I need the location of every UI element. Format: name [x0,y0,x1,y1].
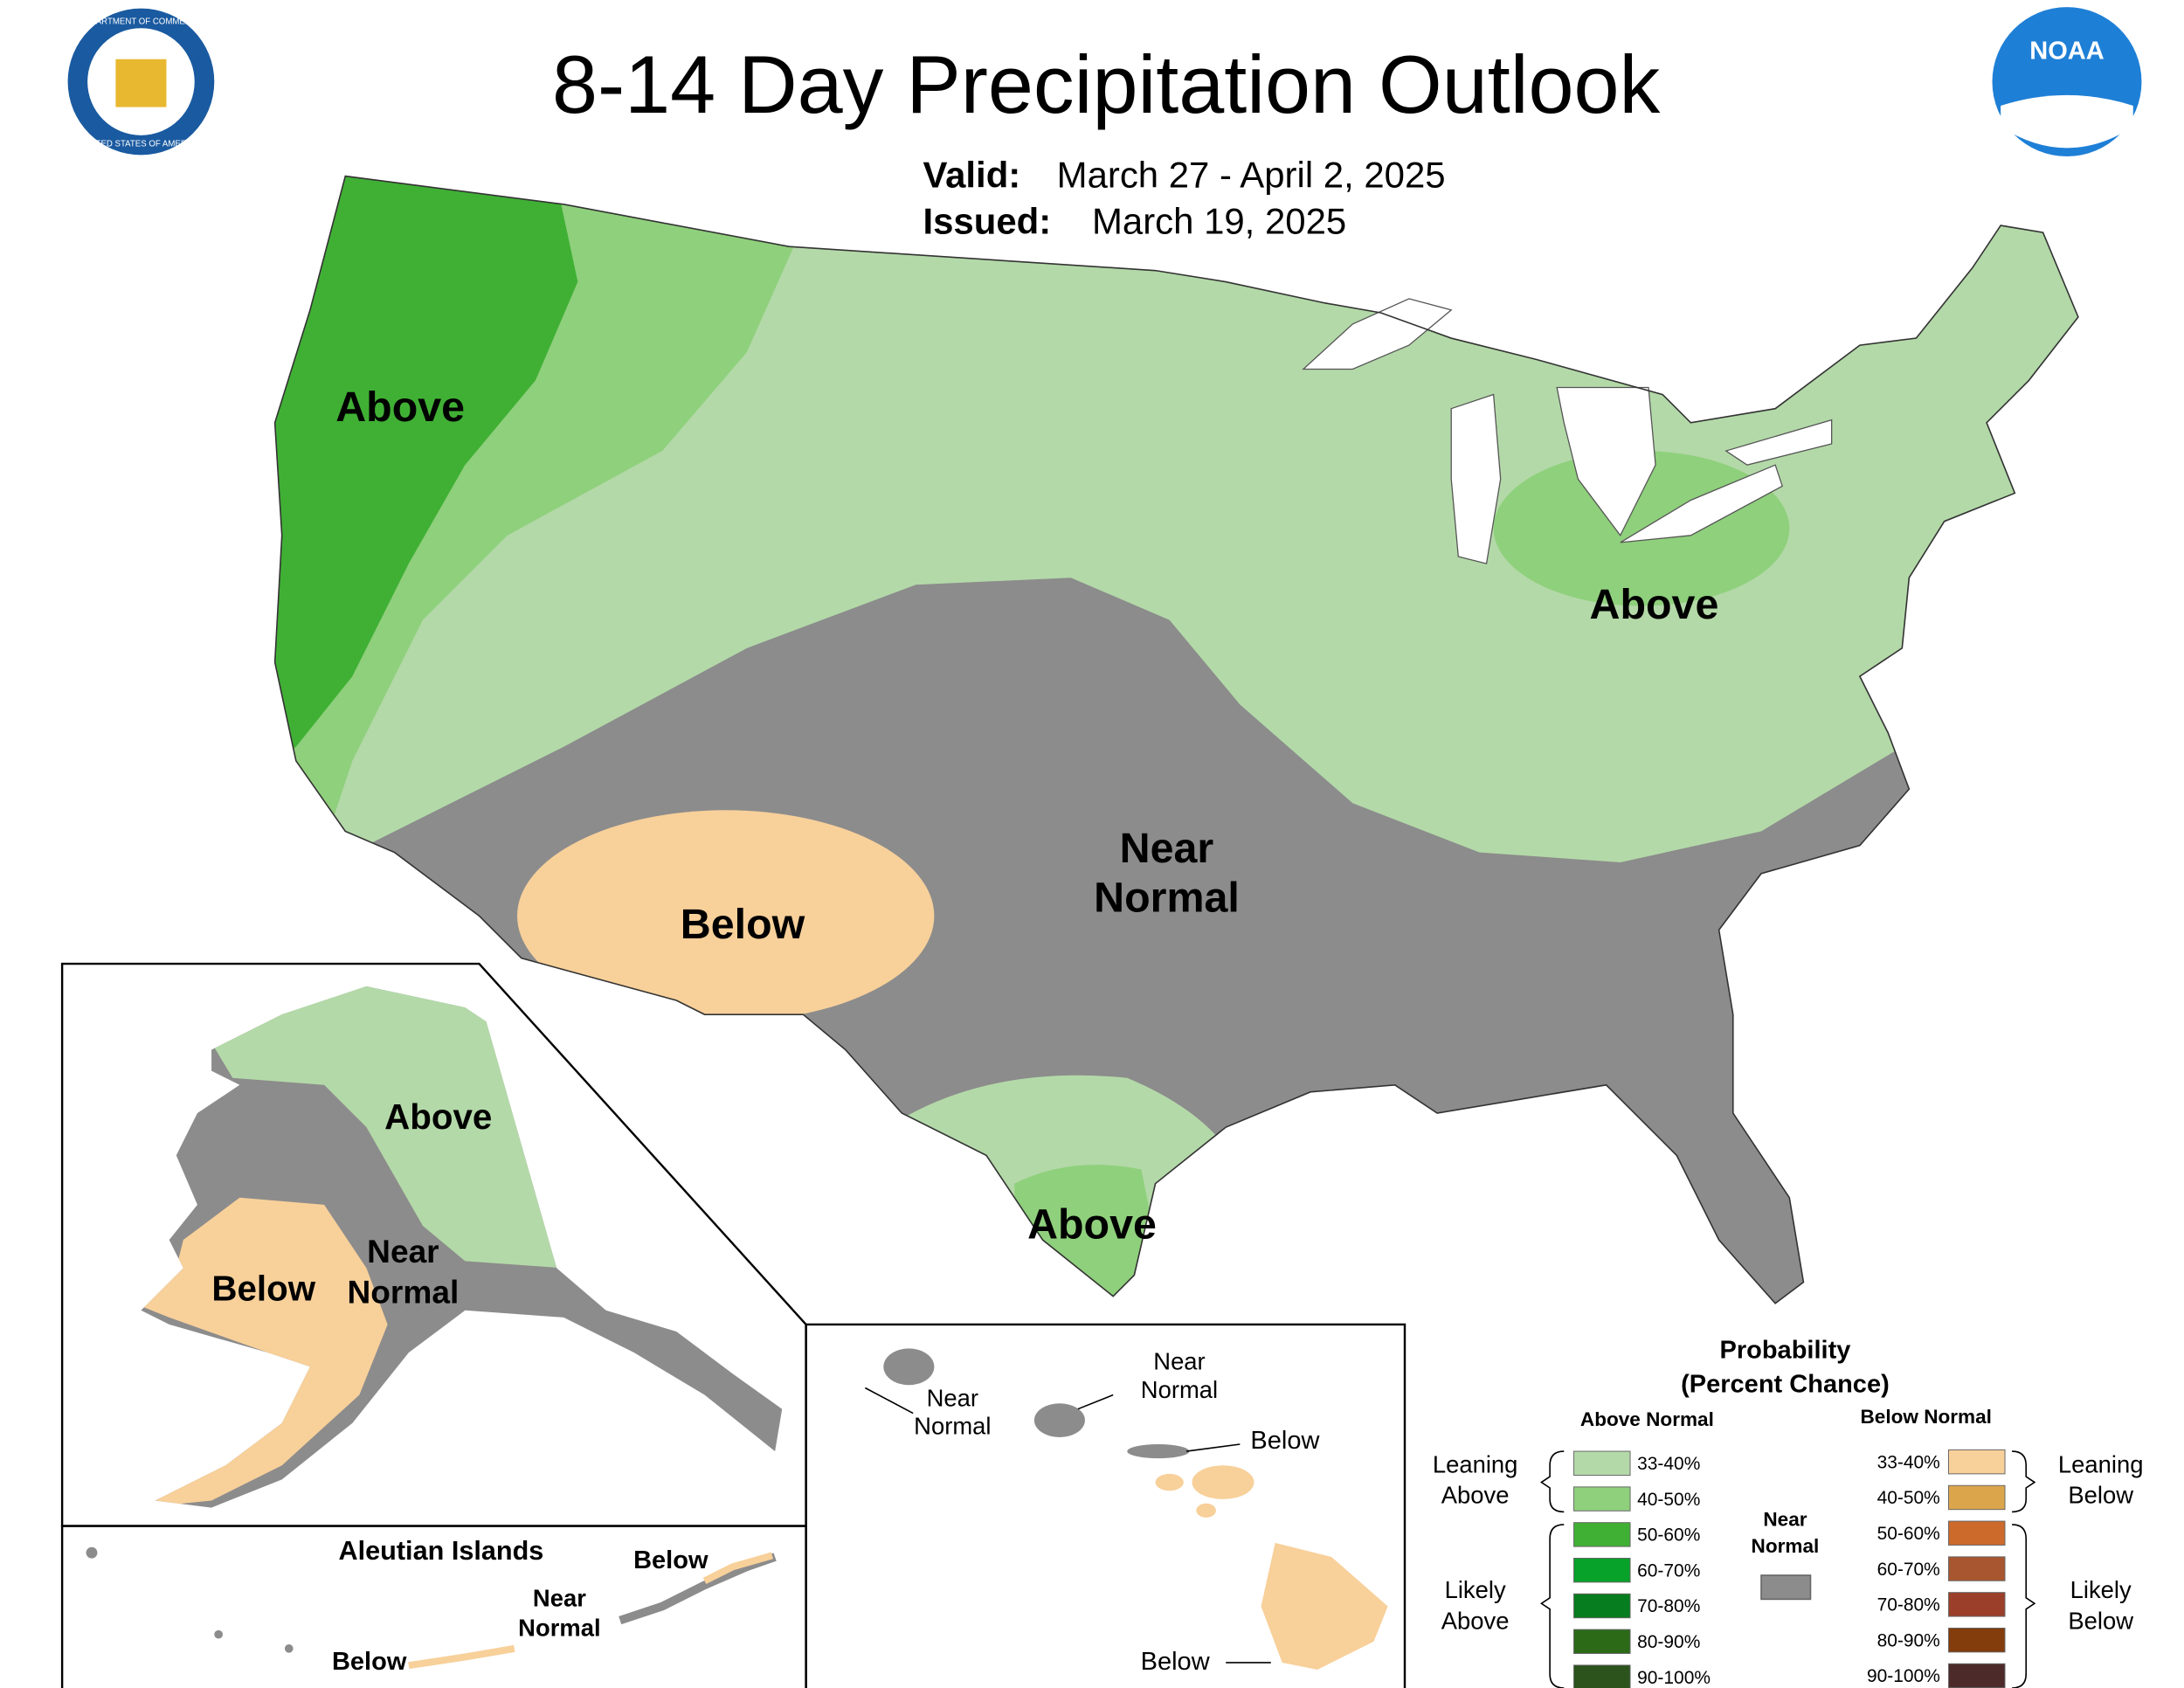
legend-label: Leaning [2058,1450,2144,1477]
legend-label: Near [1763,1509,1807,1531]
issued-date: March 19, 2025 [1092,201,1346,242]
legend-swatch [1948,1520,2006,1546]
legend-swatch [1573,1557,1631,1583]
map-label: Above [335,384,465,431]
legend-swatch [1573,1629,1631,1654]
legend-label: 40-50% [1637,1490,1700,1510]
map-label: Normal [1094,874,1240,921]
legend-label: Leaning [1433,1450,1518,1477]
noaa-logo: NOAA [1992,7,2142,157]
region-above-50 [274,176,578,775]
map-label: Below [681,901,805,948]
legend-label: 50-60% [1877,1524,1940,1544]
map-label: Above [384,1097,492,1137]
legend-label: 50-60% [1637,1525,1700,1546]
inset-title: Aleutian Islands [339,1536,544,1566]
legend-swatch [1573,1664,1631,1688]
legend-label: Likely [2070,1576,2132,1603]
map-label: Normal [518,1614,600,1641]
issued-label: Issued: [923,201,1051,242]
seal-text: UNITED STATES OF AMERICA [81,140,202,149]
legend-swatch [1948,1592,2006,1617]
map-label: Normal [914,1413,991,1440]
legend-label: Above [1441,1607,1510,1634]
valid-dates: March 27 - April 2, 2025 [1057,154,1446,195]
legend-label: 80-90% [1637,1632,1700,1652]
map-label: Normal [348,1274,460,1311]
legend-label: 33-40% [1637,1454,1700,1474]
region-leaning-below [517,810,935,1022]
map-label: Below [1250,1427,1320,1455]
legend-label: 60-70% [1637,1560,1700,1581]
seal-text: DEPARTMENT OF COMMERCE [79,17,204,26]
legend-label: Below [2068,1482,2133,1509]
map-label: Near [533,1584,586,1611]
legend-swatch [1760,1574,1812,1601]
map-label: Above [1590,581,1719,628]
noaa-text: NOAA [2029,38,2104,66]
region-leaning-below [141,1197,388,1508]
legend-swatch [1948,1663,2006,1688]
legend-title: Probability [1719,1337,1850,1365]
hawaii-islands [864,1348,1388,1671]
legend-swatch [1573,1522,1631,1547]
map-label: Near [1153,1348,1205,1375]
map-label: Below [211,1269,315,1309]
legend: Probability (Percent Chance) Above Norma… [1433,1337,2144,1688]
legend-label: Likely [1445,1576,1506,1603]
great-lakes [1302,298,1833,564]
legend-swatch [1948,1484,2006,1511]
legend-swatch [1948,1556,2006,1581]
map-label: Near [367,1233,439,1269]
legend-header: Above Normal [1580,1408,1714,1430]
legend-label: 33-40% [1877,1452,1940,1472]
map-label: Normal [1141,1376,1218,1403]
legend-label: Above [1441,1482,1510,1509]
legend-swatch [1948,1449,2006,1475]
commerce-seal: DEPARTMENT OF COMMERCE UNITED STATES OF … [67,8,215,156]
legend-header: Below Normal [1860,1406,1991,1428]
map-label: Above [1027,1201,1157,1249]
legend-label: 90-100% [1637,1668,1711,1688]
region-leaning-above [211,986,564,1269]
aleutian-islands [86,1546,777,1670]
us-outline [273,175,2079,1304]
legend-swatch [1573,1486,1631,1512]
legend-label: 60-70% [1877,1560,1940,1580]
legend-label: 80-90% [1877,1630,1940,1650]
legend-swatch [1573,1450,1631,1476]
legend-label: 70-80% [1877,1595,1940,1615]
legend-label: 90-100% [1867,1666,1940,1686]
map-label: Near [1120,825,1214,872]
map-label: Near [927,1384,978,1411]
legend-subtitle: (Percent Chance) [1681,1370,1890,1398]
title: 8-14 Day Precipitation Outlook [552,38,1661,130]
legend-label: Below [2068,1607,2133,1634]
alaska [141,986,783,1508]
map-label: Below [332,1648,407,1676]
map-label: Below [1141,1648,1211,1676]
hawaii-inset [805,1323,1406,1688]
legend-label: 70-80% [1637,1596,1700,1616]
legend-swatch [1573,1593,1631,1619]
legend-label: Normal [1752,1535,1820,1557]
map-label: Below [633,1546,708,1574]
legend-swatch [1948,1627,2006,1653]
valid-label: Valid: [923,154,1020,195]
legend-label: 40-50% [1877,1488,1940,1508]
